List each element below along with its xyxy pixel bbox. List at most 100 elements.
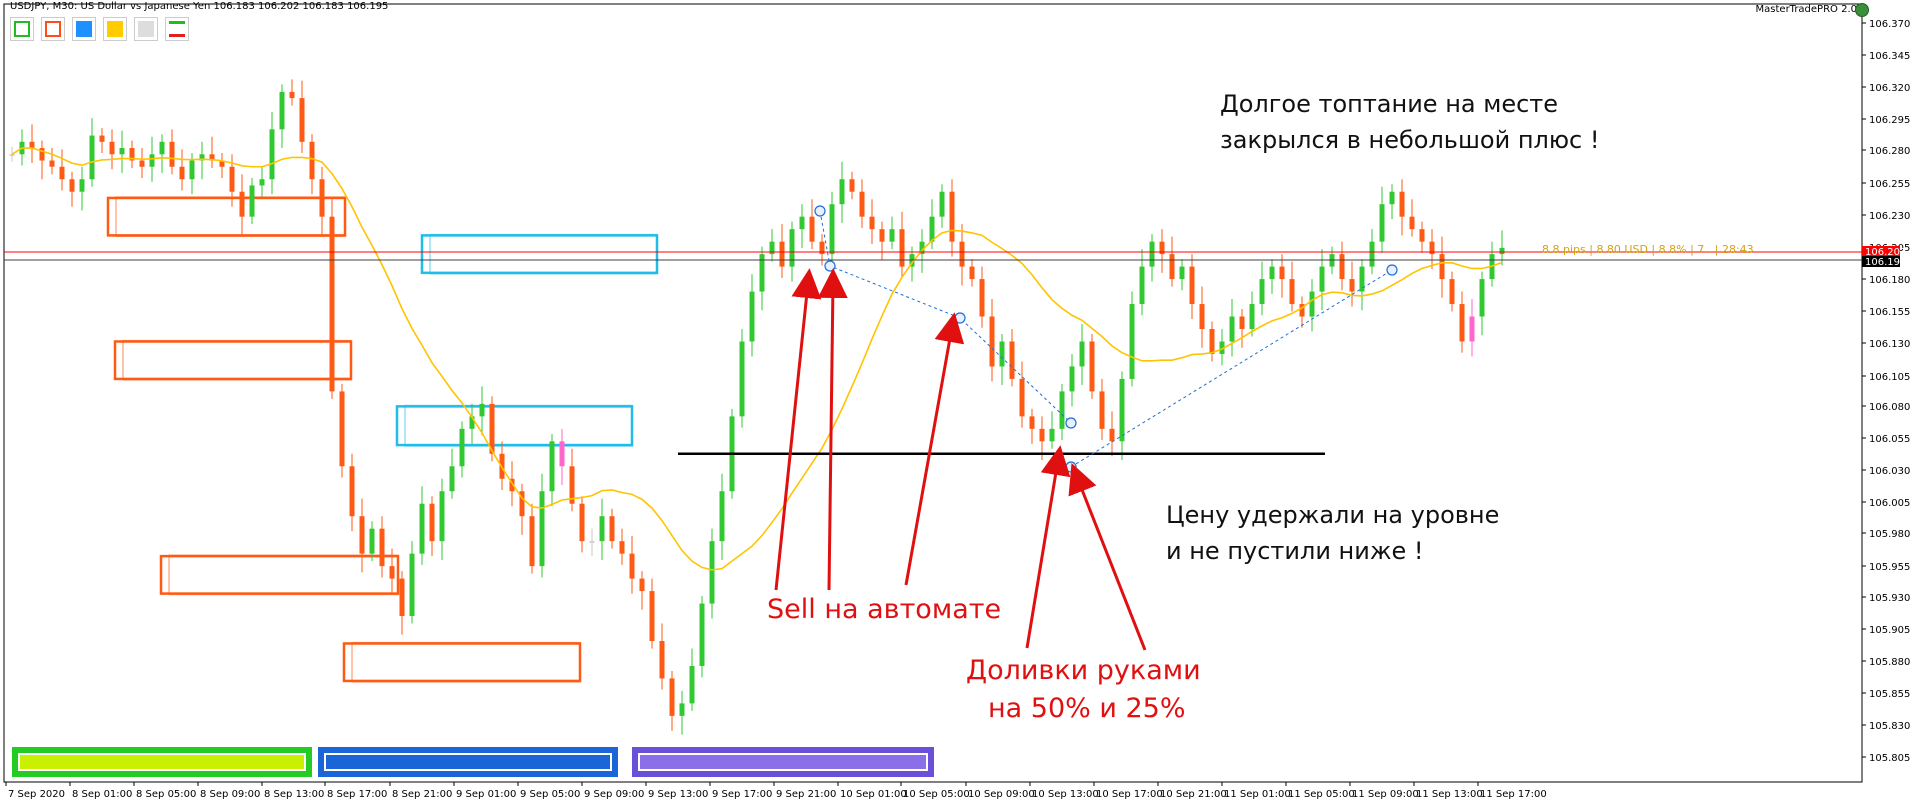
candle-body <box>219 160 225 167</box>
y-tick-label: 106.255 <box>1869 179 1910 190</box>
green-panel-button[interactable] <box>12 747 312 777</box>
annotation-arrow <box>817 268 848 591</box>
candle-body <box>589 541 595 543</box>
candle-body <box>239 191 245 217</box>
position-info-label: 8.8 pips | 8.80 USD | 8.8% | 7.. | 28:43 <box>1542 243 1754 256</box>
candle-body <box>69 179 75 192</box>
zone-box-shadow <box>168 554 399 596</box>
blue-square-icon <box>76 21 92 37</box>
candle-body <box>1019 378 1025 417</box>
candle-body <box>169 141 175 167</box>
green-box-button[interactable] <box>10 17 34 41</box>
candle-body <box>1389 191 1395 205</box>
x-tick-label: 8 Sep 17:00 <box>327 789 387 800</box>
candle-body <box>379 528 385 567</box>
candle-body <box>1089 341 1095 392</box>
candle-body <box>1379 204 1385 242</box>
x-tick-label: 8 Sep 05:00 <box>136 789 196 800</box>
candle-body <box>839 179 845 205</box>
candle-body <box>439 491 445 542</box>
candle-body <box>869 216 875 230</box>
candle-body <box>1219 341 1225 354</box>
x-tick-label: 10 Sep 05:00 <box>903 789 970 800</box>
gray-box-button[interactable] <box>134 17 158 41</box>
candle-body <box>1009 341 1015 379</box>
y-tick-label: 105.830 <box>1869 721 1910 732</box>
y-tick-label: 106.370 <box>1869 19 1910 30</box>
x-tick-label: 10 Sep 17:00 <box>1096 789 1163 800</box>
candle-body <box>1479 279 1485 317</box>
x-tick-label: 10 Sep 21:00 <box>1160 789 1227 800</box>
trade-marker-icon <box>824 260 836 272</box>
lines-icon <box>169 21 185 37</box>
candle-body <box>349 466 355 517</box>
trade-marker-icon <box>1065 461 1077 473</box>
annotation-manual-line1: Доливки руками <box>966 655 1201 686</box>
candle-body <box>1399 191 1405 217</box>
candle-body <box>1429 241 1435 255</box>
zone-box-shadow <box>351 641 581 683</box>
candle-body <box>539 491 545 567</box>
blue-box-button[interactable] <box>72 17 96 41</box>
lines-button[interactable] <box>165 17 189 41</box>
candle-body <box>699 603 705 666</box>
symbol-info: USDJPY, M30: US Dollar vs Japanese Yen 1… <box>10 1 389 12</box>
candle-body <box>1239 316 1245 329</box>
candle-body <box>1189 266 1195 305</box>
candle-body <box>1499 247 1505 255</box>
candle-body <box>1439 254 1445 280</box>
orange-box-button[interactable] <box>41 17 65 41</box>
x-tick-label: 9 Sep 17:00 <box>712 789 772 800</box>
candle-body <box>979 279 985 317</box>
x-tick-label: 11 Sep 13:00 <box>1416 789 1483 800</box>
candle-body <box>49 160 55 167</box>
y-tick-label: 106.230 <box>1869 211 1910 222</box>
candle-body <box>719 491 725 542</box>
candle-body <box>269 129 275 180</box>
price-tag-black-label: 106.195 <box>1865 257 1906 268</box>
trade-path-1 <box>819 210 1072 424</box>
candle-body <box>289 91 295 99</box>
candle-body <box>359 516 365 554</box>
candle-body <box>769 241 775 255</box>
y-tick-label: 106.345 <box>1869 51 1910 62</box>
candle-body <box>99 135 105 142</box>
candle-body <box>1029 416 1035 429</box>
purple-panel-button[interactable] <box>632 747 934 777</box>
candle-body <box>1299 304 1305 317</box>
y-tick-label: 106.295 <box>1869 115 1910 126</box>
candle-body <box>999 341 1005 367</box>
candle-body <box>1279 266 1285 280</box>
x-tick-label: 9 Sep 05:00 <box>520 789 580 800</box>
candle-body <box>189 160 195 180</box>
yellow-box-button[interactable] <box>103 17 127 41</box>
candle-body <box>569 466 575 504</box>
candle-body <box>139 160 145 167</box>
candle-body <box>409 553 415 617</box>
y-tick-label: 105.955 <box>1869 562 1910 573</box>
candle-body <box>609 516 615 542</box>
y-tick-label: 106.030 <box>1869 466 1910 477</box>
candle-body <box>1419 229 1425 242</box>
candle-body <box>1269 266 1275 280</box>
y-tick-label: 105.930 <box>1869 593 1910 604</box>
candle-body <box>1409 216 1415 230</box>
candle-body <box>939 191 945 217</box>
candle-body <box>449 466 455 492</box>
candle-body <box>1049 428 1055 442</box>
y-tick-label: 106.320 <box>1869 83 1910 94</box>
candle-body <box>749 291 755 342</box>
annotation-top-line1: Долгое топтание на месте <box>1220 90 1559 118</box>
x-tick-label: 8 Sep 13:00 <box>264 789 324 800</box>
candle-body <box>599 516 605 542</box>
candle-body <box>419 503 425 554</box>
candle-body <box>1179 266 1185 280</box>
blue-panel-button[interactable] <box>318 747 618 777</box>
candle-body <box>1289 279 1295 305</box>
annotation-arrow <box>1068 463 1147 651</box>
candle-body <box>1139 266 1145 305</box>
candle-body <box>149 154 155 167</box>
candle-body <box>119 148 125 155</box>
y-tick-label: 106.055 <box>1869 434 1910 445</box>
